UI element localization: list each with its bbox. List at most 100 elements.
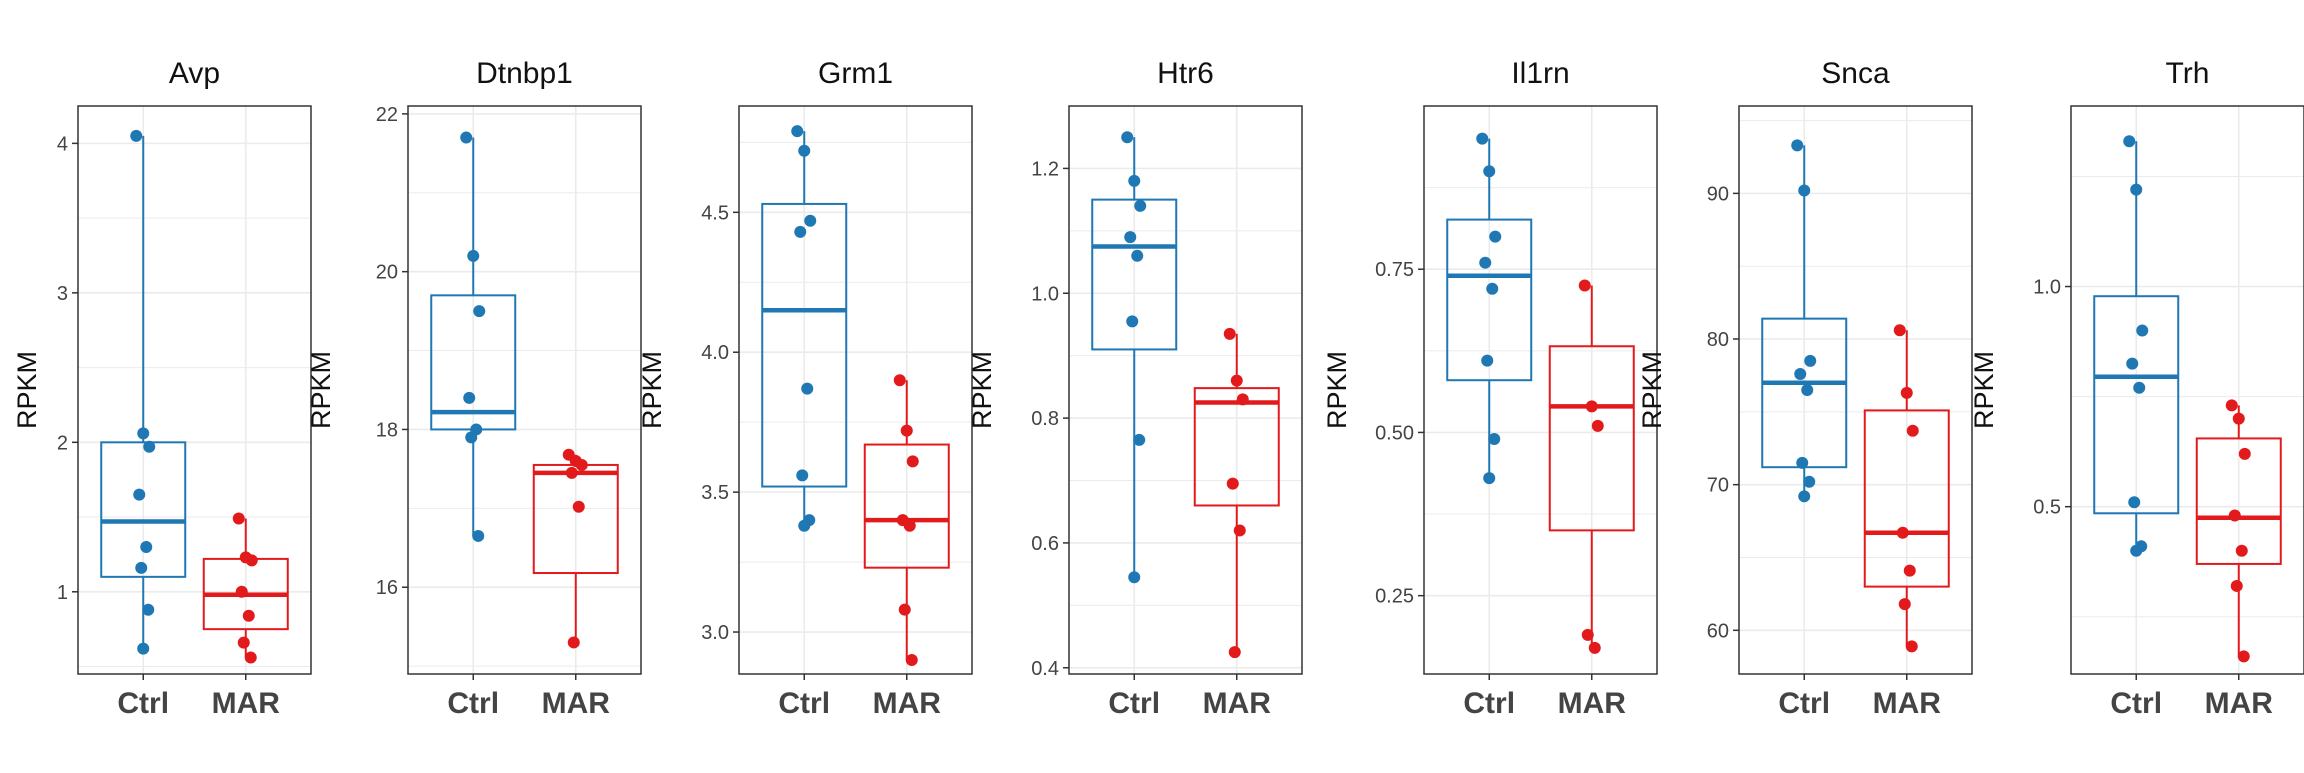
x-tick-label-ctrl: Ctrl <box>778 687 830 720</box>
y-tick-label: 22 <box>376 104 398 126</box>
data-point <box>1804 354 1817 367</box>
iqr-box <box>1446 218 1533 382</box>
data-point <box>798 519 811 532</box>
iqr-box <box>2195 437 2282 565</box>
panel-background <box>1739 106 1972 674</box>
data-point <box>906 455 919 468</box>
y-tick-label: 4.5 <box>701 202 729 224</box>
y-tick-label: 0.4 <box>1031 658 1059 680</box>
y-tick-label: 16 <box>376 577 398 599</box>
data-point <box>2230 579 2243 592</box>
box-trh-mar <box>2195 399 2282 663</box>
panel-background <box>1424 106 1657 674</box>
data-point <box>2133 381 2146 394</box>
data-point <box>1803 475 1816 488</box>
data-point <box>232 512 245 525</box>
iqr-box <box>761 202 848 488</box>
box-htr6-mar <box>1193 327 1280 659</box>
box-dtnbp1-mar <box>532 448 619 649</box>
panel-frame <box>407 105 642 675</box>
data-point <box>567 636 580 649</box>
data-point <box>804 214 817 227</box>
data-point <box>142 603 155 616</box>
data-point <box>1900 386 1913 399</box>
panel-title: Grm1 <box>818 57 893 90</box>
data-point <box>465 431 478 444</box>
data-point <box>460 131 473 144</box>
data-point <box>244 651 257 664</box>
panel-frame <box>738 105 973 675</box>
y-tick-label: 70 <box>1707 475 1729 497</box>
y-axis-label: RPKM <box>1322 351 1352 429</box>
data-point <box>575 458 588 471</box>
y-tick-label: 1.2 <box>1031 158 1059 180</box>
data-point <box>2225 399 2238 412</box>
data-point <box>798 144 811 157</box>
panel-avp: 1 2 3 4 Ctrl MAR Avp RPKM <box>12 57 312 720</box>
data-point <box>130 129 143 142</box>
panel-trh: 0.5 1.0 Ctrl MAR Trh RPKM <box>1969 57 2304 720</box>
data-point <box>2123 135 2136 148</box>
data-point <box>2136 324 2149 337</box>
y-tick-label: 0.25 <box>1375 586 1414 608</box>
x-tick-label-ctrl: Ctrl <box>1778 687 1830 720</box>
iqr-box <box>2093 295 2180 515</box>
iqr-box <box>1193 387 1280 507</box>
data-point <box>572 500 585 513</box>
data-point <box>137 642 150 655</box>
data-point <box>2228 509 2241 522</box>
data-point <box>1483 165 1496 178</box>
panel-title: Htr6 <box>1157 57 1214 90</box>
iqr-box <box>1863 409 1950 588</box>
y-tick-label: 0.75 <box>1375 259 1414 281</box>
data-point <box>1133 433 1146 446</box>
y-tick-label: 0.5 <box>2033 497 2061 519</box>
panel-title: Snca <box>1821 57 1890 90</box>
panel-frame <box>1068 105 1303 675</box>
panel-background <box>739 106 972 674</box>
data-point <box>143 440 156 453</box>
data-point <box>900 424 913 437</box>
data-point <box>1578 279 1591 292</box>
data-point <box>1791 139 1804 152</box>
y-tick-label: 20 <box>376 262 398 284</box>
x-tick-label-ctrl: Ctrl <box>117 687 169 720</box>
data-point <box>463 391 476 404</box>
data-point <box>1134 199 1147 212</box>
box-avp-ctrl <box>100 129 187 655</box>
box-il1rn-mar <box>1548 279 1635 654</box>
box-grm1-ctrl <box>761 125 848 532</box>
data-point <box>1121 131 1134 144</box>
data-point <box>1489 230 1502 243</box>
panel-frame <box>2070 105 2304 675</box>
data-point <box>2232 412 2245 425</box>
data-point <box>1896 526 1909 539</box>
data-point <box>1581 628 1594 641</box>
data-point <box>1230 374 1243 387</box>
x-tick-label-ctrl: Ctrl <box>2110 687 2162 720</box>
data-point <box>1798 184 1811 197</box>
y-tick-label: 0.6 <box>1031 533 1059 555</box>
y-tick-label: 3.0 <box>701 622 729 644</box>
iqr-box <box>1091 198 1178 351</box>
y-tick-label: 18 <box>376 419 398 441</box>
data-point <box>473 305 486 318</box>
data-point <box>1126 315 1139 328</box>
x-tick-label-mar: MAR <box>1558 687 1627 720</box>
data-point <box>1228 646 1241 659</box>
panel-snca: 60 70 80 90 Ctrl MAR Snca RPKM <box>1637 57 1973 720</box>
data-point <box>801 382 814 395</box>
data-point <box>796 469 809 482</box>
panel-title: Dtnbp1 <box>476 57 573 90</box>
data-point <box>2237 650 2250 663</box>
y-axis-label: RPKM <box>1637 351 1667 429</box>
data-point <box>1905 640 1918 653</box>
data-point <box>1898 598 1911 611</box>
data-point <box>893 374 906 387</box>
data-point <box>1131 249 1144 262</box>
data-point <box>135 561 148 574</box>
panel-background <box>408 106 641 674</box>
y-tick-label: 3.5 <box>701 482 729 504</box>
data-point <box>905 654 918 667</box>
